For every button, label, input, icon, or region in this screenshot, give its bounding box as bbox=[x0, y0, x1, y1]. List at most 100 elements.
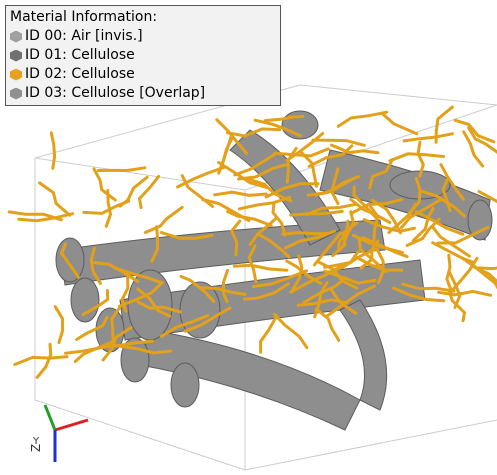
fiber-end bbox=[170, 362, 200, 408]
fiber bbox=[237, 162, 290, 181]
fiber bbox=[337, 219, 350, 252]
fiber bbox=[150, 225, 159, 263]
x-axis bbox=[54, 418, 89, 432]
fiber bbox=[447, 270, 462, 309]
fiber bbox=[258, 233, 291, 259]
fiber bbox=[75, 316, 109, 341]
legend-label: ID 02: Cellulose bbox=[25, 66, 135, 82]
fiber bbox=[73, 340, 116, 363]
fiber bbox=[441, 176, 452, 213]
box-edge bbox=[244, 419, 497, 471]
fiber bbox=[445, 253, 453, 293]
box-top bbox=[34, 84, 497, 191]
fiber bbox=[477, 190, 497, 204]
fiber bbox=[143, 205, 184, 234]
fiber bbox=[411, 207, 435, 243]
fiber bbox=[217, 160, 269, 189]
legend-item: ID 02: Cellulose bbox=[10, 65, 276, 84]
legend-label: ID 00: Air [invis.] bbox=[25, 28, 143, 44]
fiber bbox=[448, 256, 479, 295]
fiber bbox=[246, 177, 293, 203]
legend-item: ID 03: Cellulose [Overlap] bbox=[10, 84, 276, 103]
fiber bbox=[118, 175, 149, 208]
fiber bbox=[461, 256, 497, 284]
y-label: Y bbox=[32, 436, 40, 447]
fiber bbox=[230, 219, 242, 257]
fiber bbox=[329, 287, 358, 315]
fiber bbox=[253, 118, 302, 138]
fiber bbox=[93, 261, 140, 283]
fiber bbox=[353, 254, 404, 272]
y-axis bbox=[43, 404, 57, 431]
fiber bbox=[215, 118, 248, 155]
fiber bbox=[183, 306, 232, 333]
fiber bbox=[248, 216, 278, 247]
fiber bbox=[159, 314, 210, 338]
fiber bbox=[325, 284, 376, 318]
fiber bbox=[137, 174, 161, 210]
fiber bbox=[17, 212, 75, 223]
fiber bbox=[430, 224, 471, 258]
fiber bbox=[359, 239, 380, 270]
fiber bbox=[368, 157, 394, 190]
fiber bbox=[314, 307, 341, 342]
fiber bbox=[247, 244, 258, 284]
fiber bbox=[361, 236, 409, 259]
fiber bbox=[382, 113, 419, 136]
fiber bbox=[399, 197, 443, 230]
fiber bbox=[392, 286, 446, 303]
fiber bbox=[437, 289, 493, 297]
fiber bbox=[285, 132, 325, 162]
fiber bbox=[252, 269, 308, 288]
fiber bbox=[402, 132, 454, 143]
box-edge bbox=[34, 399, 246, 471]
fiber bbox=[232, 263, 289, 272]
fiber bbox=[370, 198, 402, 235]
fiber bbox=[92, 167, 117, 202]
fiber bbox=[375, 248, 385, 285]
fiber bbox=[323, 269, 377, 285]
fiber bbox=[302, 276, 348, 304]
bounding-box bbox=[34, 84, 497, 471]
fiber bbox=[405, 217, 441, 247]
material-legend: Material Information: ID 00: Air [invis.… bbox=[5, 5, 281, 106]
fiber bbox=[414, 210, 465, 236]
fiber bbox=[13, 355, 69, 366]
fiber-end bbox=[127, 269, 173, 341]
material-icon bbox=[10, 68, 22, 81]
fiber bbox=[313, 232, 342, 267]
fiber bbox=[180, 174, 215, 208]
fiber bbox=[306, 177, 355, 197]
fiber bbox=[273, 147, 330, 158]
legend-label: ID 01: Cellulose bbox=[25, 47, 135, 63]
gray-fibers bbox=[55, 110, 493, 431]
legend-item: ID 00: Air [invis.] bbox=[10, 27, 276, 46]
fiber bbox=[336, 110, 389, 128]
fiber bbox=[226, 127, 282, 138]
fiber bbox=[285, 259, 323, 285]
fiber bbox=[110, 306, 121, 342]
fiber bbox=[401, 282, 456, 293]
fiber bbox=[467, 126, 497, 154]
fiber bbox=[339, 299, 388, 411]
fiber bbox=[439, 163, 465, 201]
fiber-end bbox=[70, 277, 100, 323]
fiber bbox=[272, 312, 309, 350]
fiber bbox=[387, 202, 417, 234]
fiber bbox=[136, 287, 172, 318]
fiber bbox=[89, 246, 102, 285]
fiber bbox=[447, 290, 467, 323]
fiber bbox=[53, 305, 65, 345]
fiber bbox=[263, 114, 305, 123]
fiber bbox=[416, 140, 425, 178]
material-icon bbox=[10, 87, 22, 100]
fiber bbox=[38, 181, 72, 217]
fiber-end bbox=[55, 237, 85, 283]
legend-item: ID 01: Cellulose bbox=[10, 46, 276, 65]
fiber bbox=[233, 151, 278, 177]
fiber bbox=[349, 198, 392, 225]
material-icon bbox=[10, 49, 22, 62]
fiber bbox=[35, 342, 53, 379]
fiber bbox=[476, 266, 497, 271]
fiber bbox=[49, 131, 57, 170]
